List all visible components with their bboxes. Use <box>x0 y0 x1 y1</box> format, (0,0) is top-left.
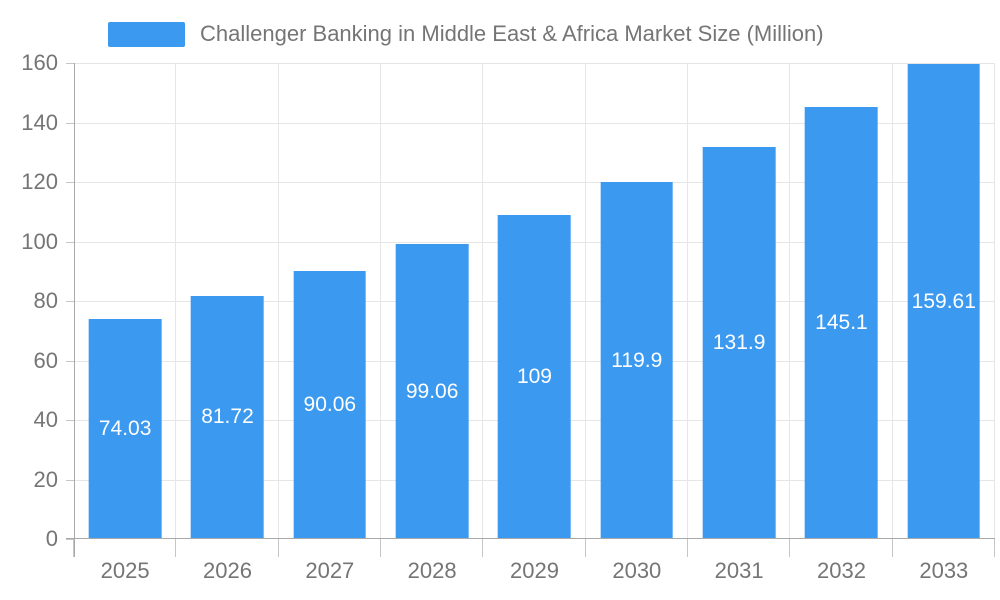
gridline-vertical <box>584 63 586 539</box>
bar-value-label: 90.06 <box>303 393 357 417</box>
bar[interactable]: 74.03 <box>88 318 162 539</box>
gridline-vertical <box>482 63 484 539</box>
gridline-vertical <box>789 63 791 539</box>
bar-value-label: 119.9 <box>611 348 663 372</box>
bar-value-label: 131.9 <box>712 330 766 354</box>
bar[interactable]: 119.9 <box>600 182 674 539</box>
x-tick-mark <box>686 539 688 557</box>
legend-swatch-icon <box>108 21 185 47</box>
bar-cell: 109 <box>483 63 585 539</box>
plot-area: 74.03 81.72 90.06 99.06 109 119.9 131.9 145.1 15… <box>66 63 995 557</box>
bar[interactable]: 145.1 <box>805 107 878 539</box>
x-tick-label: 2032 <box>817 558 866 583</box>
bar[interactable]: 99.06 <box>395 244 469 539</box>
y-tick-mark <box>66 122 74 124</box>
x-tick-mark <box>891 539 893 557</box>
gridline-vertical <box>891 63 893 539</box>
x-tick-label: 2029 <box>510 558 559 583</box>
bar[interactable]: 159.61 <box>907 64 981 539</box>
y-tick-mark <box>66 420 74 421</box>
y-tick-label: 60 <box>33 347 58 373</box>
bar[interactable]: 81.72 <box>191 295 264 539</box>
y-tick-label: 100 <box>21 228 58 254</box>
x-tick-mark <box>584 539 586 557</box>
bar[interactable]: 109 <box>498 214 571 539</box>
bar-cell: 74.03 <box>74 63 176 539</box>
x-tick-mark <box>73 539 74 557</box>
y-tick-label: 20 <box>33 466 58 492</box>
y-tick-mark <box>66 539 74 540</box>
x-tick-label: 2026 <box>203 558 252 583</box>
y-tick-mark <box>66 241 74 243</box>
bar-cell: 81.72 <box>176 63 278 539</box>
legend-label: Challenger Banking in Middle East & Afri… <box>200 21 824 46</box>
bar-value-label: 159.61 <box>911 289 976 313</box>
x-tick-mark <box>175 539 177 557</box>
bar-cell: 159.61 <box>893 63 995 539</box>
legend[interactable]: Challenger Banking in Middle East & Afri… <box>108 21 824 47</box>
bar-cell: 90.06 <box>279 63 381 539</box>
gridline-horizontal <box>74 63 995 64</box>
y-tick-label: 80 <box>33 288 58 313</box>
y-tick-label: 140 <box>21 109 58 135</box>
gridline-vertical <box>379 63 381 539</box>
y-tick-mark <box>66 360 74 362</box>
bar[interactable]: 90.06 <box>293 271 367 539</box>
bar-cell: 99.06 <box>381 63 483 539</box>
y-tick-label: 160 <box>21 50 58 75</box>
x-tick-mark <box>379 539 381 557</box>
x-axis-line <box>66 538 995 539</box>
bar-value-label: 99.06 <box>405 379 459 403</box>
y-tick-label: 0 <box>45 526 58 551</box>
y-tick-mark <box>66 479 74 481</box>
y-tick-mark <box>66 63 74 64</box>
x-tick-label: 2033 <box>919 558 969 583</box>
bar-value-label: 74.03 <box>98 416 152 440</box>
gridline-vertical <box>994 63 995 539</box>
gridline-horizontal <box>74 122 995 124</box>
gridline-vertical <box>686 63 688 539</box>
gridline-horizontal <box>74 182 995 183</box>
x-tick-mark <box>277 539 279 557</box>
bar-cell: 119.9 <box>586 63 688 539</box>
y-tick-label: 120 <box>21 169 58 194</box>
y-tick-mark <box>66 301 74 302</box>
bar-value-label: 109 <box>516 364 552 388</box>
bar-cell: 145.1 <box>790 63 892 539</box>
x-tick-mark <box>994 539 995 557</box>
y-tick-label: 40 <box>33 407 58 432</box>
bar[interactable]: 131.9 <box>702 146 776 539</box>
x-tick-label: 2030 <box>612 558 662 583</box>
x-tick-label: 2031 <box>714 558 764 583</box>
y-axis-line <box>74 63 75 557</box>
gridline-vertical <box>277 63 279 539</box>
x-tick-label: 2028 <box>407 558 457 583</box>
x-tick-label: 2027 <box>305 558 355 583</box>
x-axis-labels: 2025 2026 2027 2028 2029 2030 2031 2032 2033 <box>74 552 995 592</box>
bar-value-label: 81.72 <box>201 405 254 429</box>
y-tick-mark <box>66 182 74 183</box>
bars: 74.03 81.72 90.06 99.06 109 119.9 131.9 145.1 15… <box>74 63 995 539</box>
x-tick-mark <box>482 539 484 557</box>
bar-value-label: 145.1 <box>815 311 868 335</box>
y-axis-labels: 0 20 40 60 80 100 120 140 160 <box>0 52 58 550</box>
x-tick-mark <box>789 539 791 557</box>
x-tick-label: 2025 <box>100 558 150 583</box>
bar-cell: 131.9 <box>688 63 790 539</box>
gridline-vertical <box>175 63 177 539</box>
